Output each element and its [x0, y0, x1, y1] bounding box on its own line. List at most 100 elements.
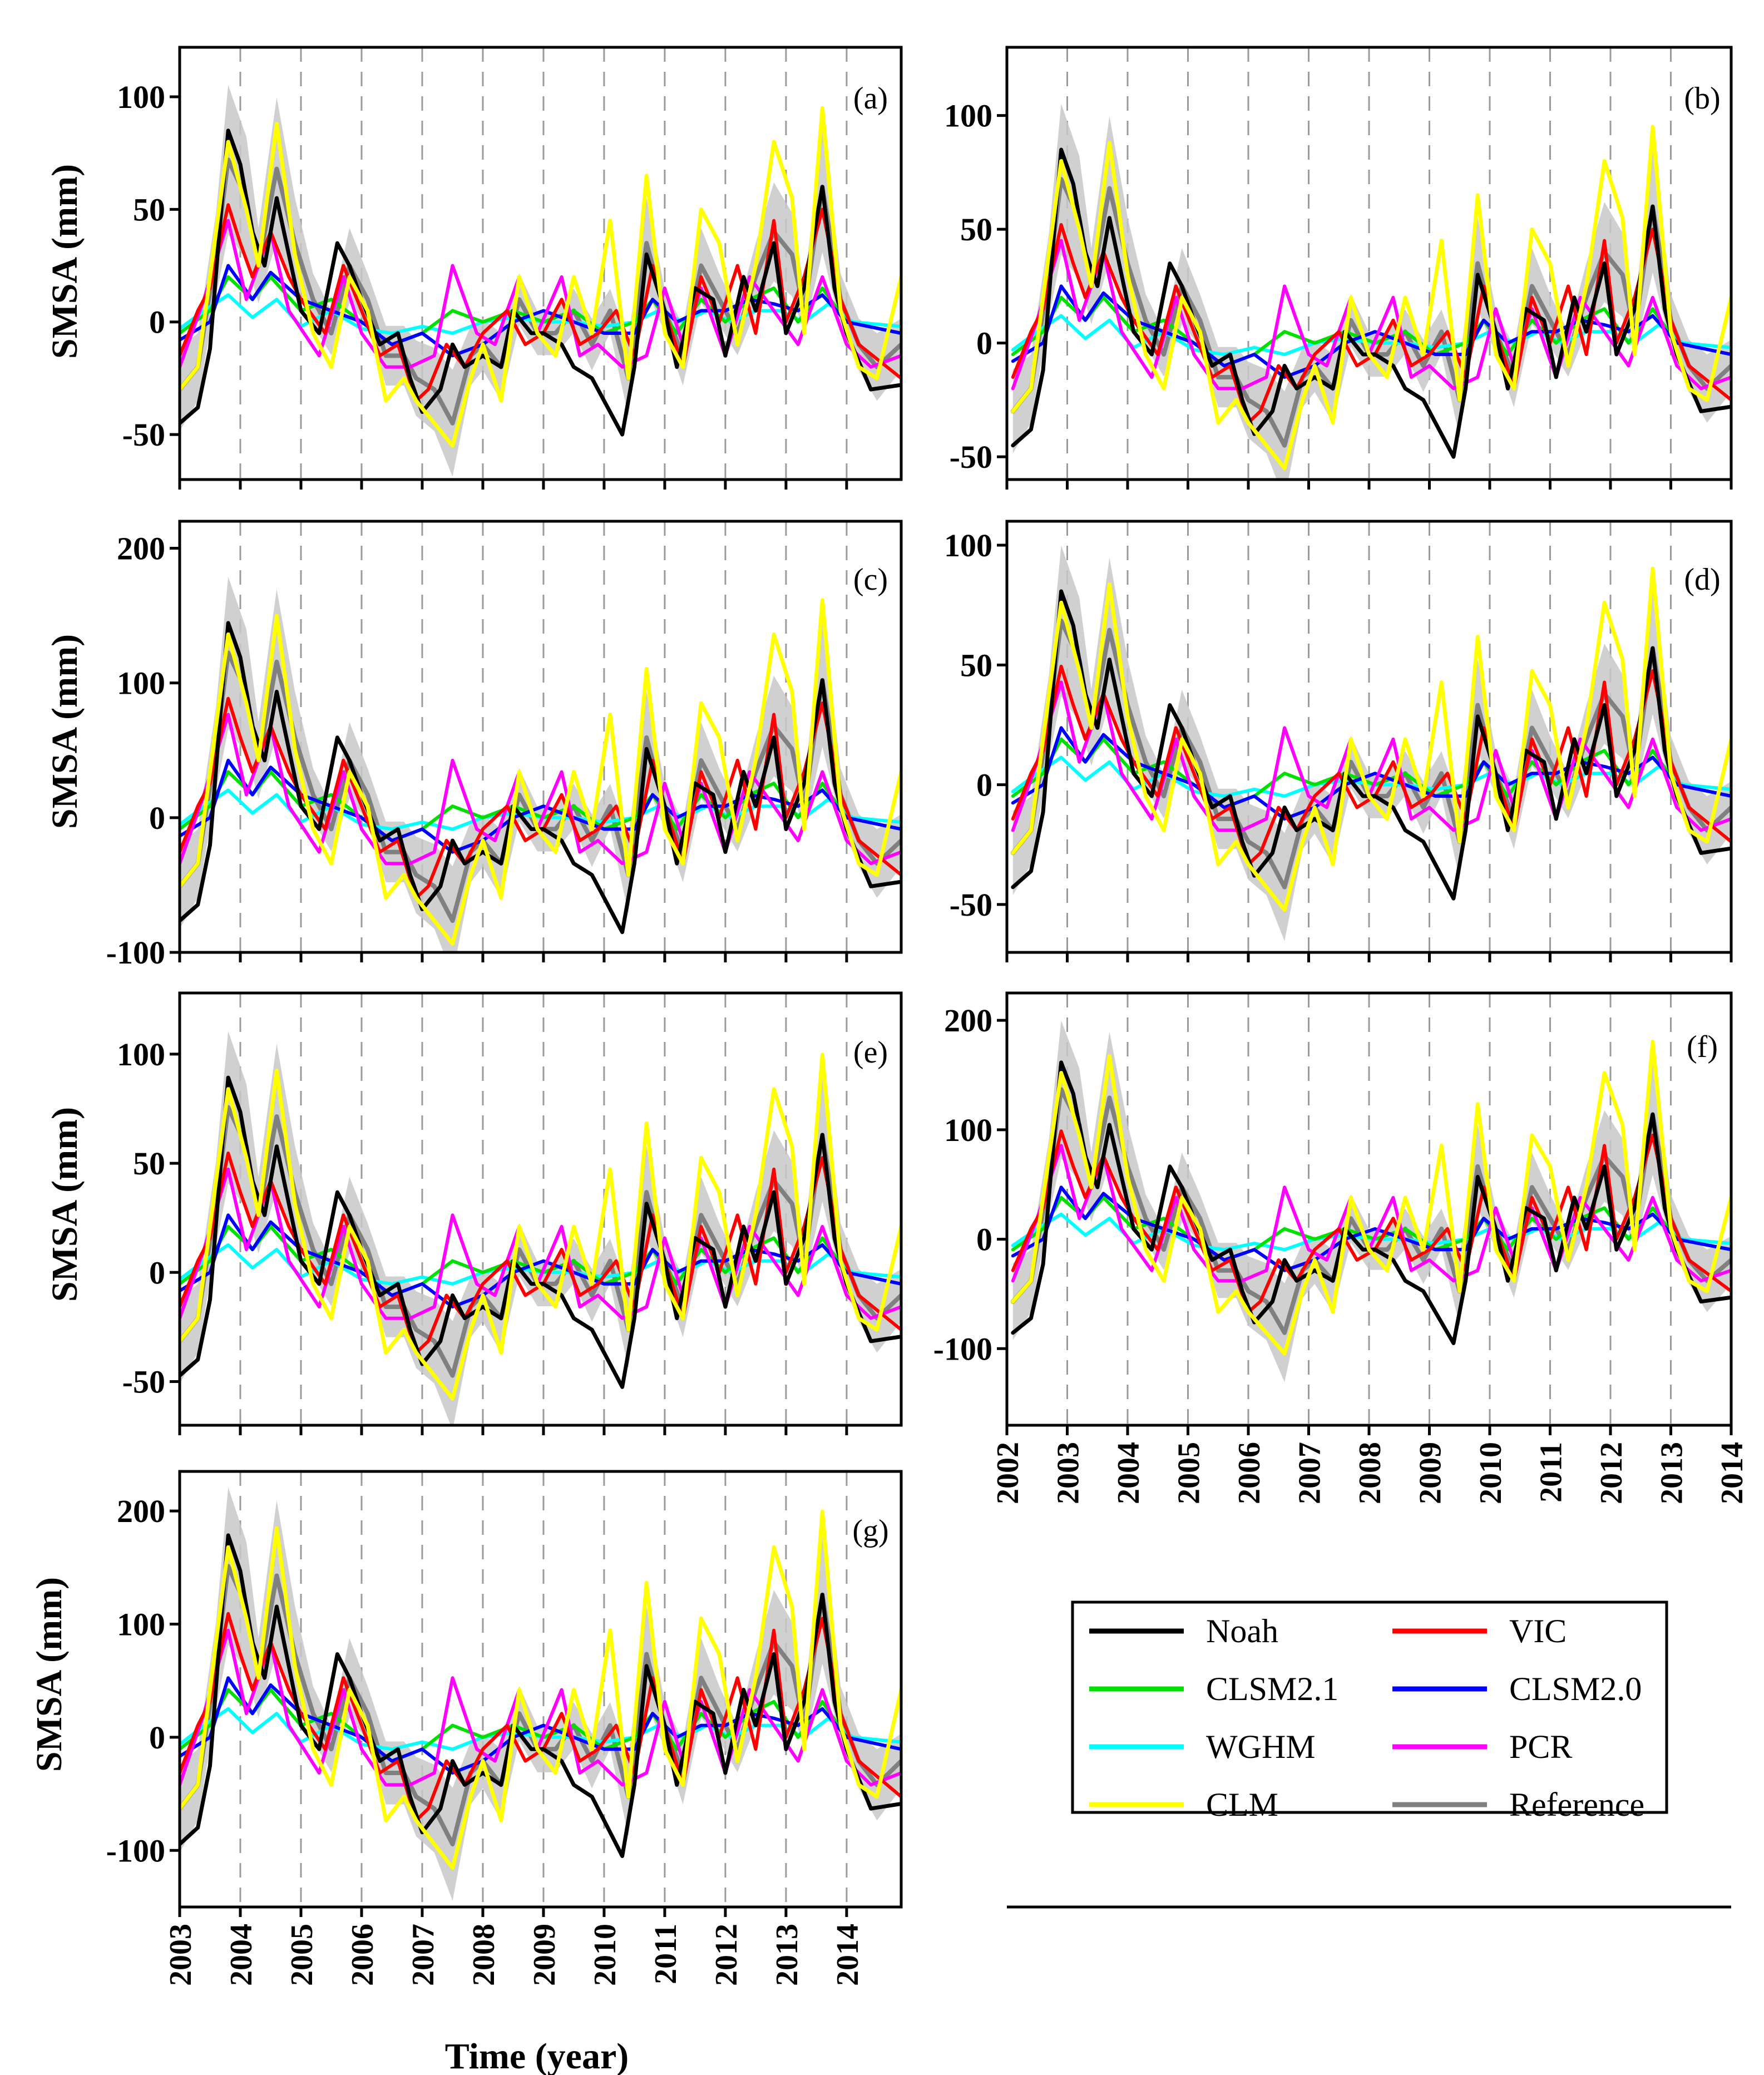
y-tick-label-d--50: -50 [950, 887, 992, 923]
series-line-vic-e [180, 1152, 901, 1355]
y-tick-label-b-50: 50 [960, 211, 992, 248]
y-tick-label-f-200: 200 [944, 1002, 992, 1039]
x-axis-title: Time (year) [445, 2036, 629, 2075]
x-tick-label-g-2005: 2005 [285, 1924, 319, 1986]
x-tick-label-f-2012: 2012 [1594, 1442, 1629, 1504]
x-tick-label-g-2003: 2003 [164, 1924, 198, 1986]
panel-d: -50 0 50 100 (d) [944, 520, 1733, 962]
y-tick-label-b--50: -50 [950, 439, 992, 475]
y-tick-label-a--50: -50 [122, 417, 165, 453]
x-tick-label-f-2005: 2005 [1172, 1442, 1207, 1504]
y-tick-label-e-0: 0 [149, 1254, 165, 1291]
x-tick-label-g-2008: 2008 [467, 1924, 501, 1986]
legend-label-wghm: WGHM [1206, 1728, 1316, 1765]
y-tick-label-g-0: 0 [149, 1720, 165, 1756]
x-tick-label-g-2014: 2014 [831, 1924, 865, 1986]
x-tick-label-g-2011: 2011 [649, 1924, 683, 1984]
reference-band-f [1012, 1020, 1731, 1382]
series-line-clm-e [180, 1053, 901, 1401]
series-line-clm-d [1011, 566, 1731, 912]
x-tick-label-f-2010: 2010 [1474, 1442, 1508, 1504]
x-tick-label-g-2012: 2012 [709, 1924, 744, 1986]
reference-band-d [1012, 545, 1731, 941]
legend-label-noah: Noah [1206, 1613, 1278, 1649]
x-tick-label-f-2006: 2006 [1232, 1442, 1267, 1504]
y-tick-label-b-100: 100 [944, 98, 992, 134]
x-tick-label-g-2010: 2010 [588, 1924, 622, 1986]
panel-frame-a [178, 46, 903, 481]
legend-label-clsm20: CLSM2.0 [1509, 1671, 1642, 1707]
panel-tag-b: (b) [1684, 81, 1720, 116]
y-tick-label-a-0: 0 [149, 304, 165, 340]
legend: Noah VIC CLSM2.1 CLSM2.0 WGHM PCR CLM Reference [1071, 1600, 1668, 1823]
series-line-vic-g [180, 1612, 901, 1822]
y-tick-label-e-100: 100 [117, 1036, 165, 1073]
y-tick-label-a-50: 50 [133, 191, 165, 228]
y-axis-title-g: SMSA (mm) [29, 1577, 70, 1772]
panel-c: -100 0 100 200 (c) [106, 520, 903, 971]
plot-area-a [180, 85, 901, 477]
x-tick-label-g-2013: 2013 [770, 1924, 804, 1986]
legend-label-clsm21: CLSM2.1 [1206, 1671, 1338, 1707]
y-tick-label-f-100: 100 [944, 1112, 992, 1148]
y-tick-label-c-0: 0 [149, 800, 165, 836]
y-tick-label-a-100: 100 [117, 79, 165, 115]
reference-band-c [180, 576, 901, 952]
panel-frame-e [178, 991, 903, 1427]
x-tick-label-f-2011: 2011 [1534, 1442, 1569, 1503]
panels: -50 0 50 100 (a) -50 0 50 100 (b) -100 0 100 200 (c) -5… [106, 46, 1750, 1986]
reference-band-e [180, 1031, 901, 1425]
series-line-clm-c [180, 598, 901, 946]
y-tick-label-c--100: -100 [106, 935, 165, 971]
y-axis-title-c: SMSA (mm) [45, 634, 85, 829]
panel-frame-c [178, 520, 903, 954]
plot-area-f [1010, 1020, 1731, 1382]
x-tick-label-f-2013: 2013 [1655, 1442, 1689, 1504]
panel-tag-c: (c) [853, 562, 888, 597]
y-tick-label-g-100: 100 [117, 1607, 165, 1643]
legend-label-vic: VIC [1509, 1613, 1567, 1649]
plot-area-e [180, 1031, 901, 1425]
y-tick-label-f--100: -100 [933, 1331, 992, 1367]
series-line-clm-g [180, 1509, 901, 1870]
plot-area-b [1010, 103, 1731, 480]
x-tick-label-f-2002: 2002 [991, 1442, 1025, 1504]
x-tick-label-g-2009: 2009 [527, 1924, 562, 1986]
x-tick-label-g-2006: 2006 [345, 1924, 380, 1986]
y-tick-label-e--50: -50 [122, 1364, 165, 1400]
plot-area-c [180, 576, 901, 952]
legend-label-clm: CLM [1206, 1786, 1278, 1823]
series-line-clm-b [1011, 125, 1731, 471]
panel-a: -50 0 50 100 (a) [117, 46, 903, 490]
panel-g: -100 0 100 200 2003 2004 2005 2006 2007 2008 2009 2… [106, 1470, 903, 1986]
series-line-clm-f [1011, 1040, 1731, 1356]
panel-frame-g [178, 1470, 903, 1909]
reference-band-b [1012, 103, 1731, 480]
reference-band-a [180, 85, 901, 477]
x-tick-label-g-2007: 2007 [406, 1924, 441, 1986]
panel-f: -100 0 100 200 2002 2003 2004 2005 2006 2007 2008 2… [933, 991, 1750, 1504]
panel-b: -50 0 50 100 (b) [944, 46, 1733, 490]
x-tick-label-f-2004: 2004 [1111, 1442, 1146, 1504]
y-tick-label-g--100: -100 [106, 1832, 165, 1869]
legend-box [1071, 1600, 1668, 1814]
panel-tag-d: (d) [1684, 562, 1720, 597]
series-line-vic-a [180, 203, 901, 403]
y-tick-label-c-100: 100 [117, 665, 165, 701]
panel-tag-f: (f) [1687, 1030, 1718, 1064]
x-tick-label-f-2009: 2009 [1414, 1442, 1448, 1504]
panel-tag-a: (a) [853, 81, 888, 116]
y-tick-label-e-50: 50 [133, 1145, 165, 1182]
panel-tag-g: (g) [852, 1514, 888, 1548]
plot-area-g [180, 1487, 901, 1901]
y-tick-label-f-0: 0 [976, 1222, 992, 1258]
y-tick-label-g-200: 200 [117, 1493, 165, 1529]
x-tick-label-f-2014: 2014 [1715, 1442, 1750, 1504]
y-axis-title-a: SMSA (mm) [45, 164, 85, 359]
y-axis-title-e: SMSA (mm) [45, 1107, 85, 1302]
y-tick-label-d-100: 100 [944, 527, 992, 564]
y-tick-label-c-200: 200 [117, 530, 165, 566]
panel-e: -50 0 50 100 (e) [117, 991, 903, 1435]
legend-label-reference: Reference [1509, 1786, 1644, 1823]
